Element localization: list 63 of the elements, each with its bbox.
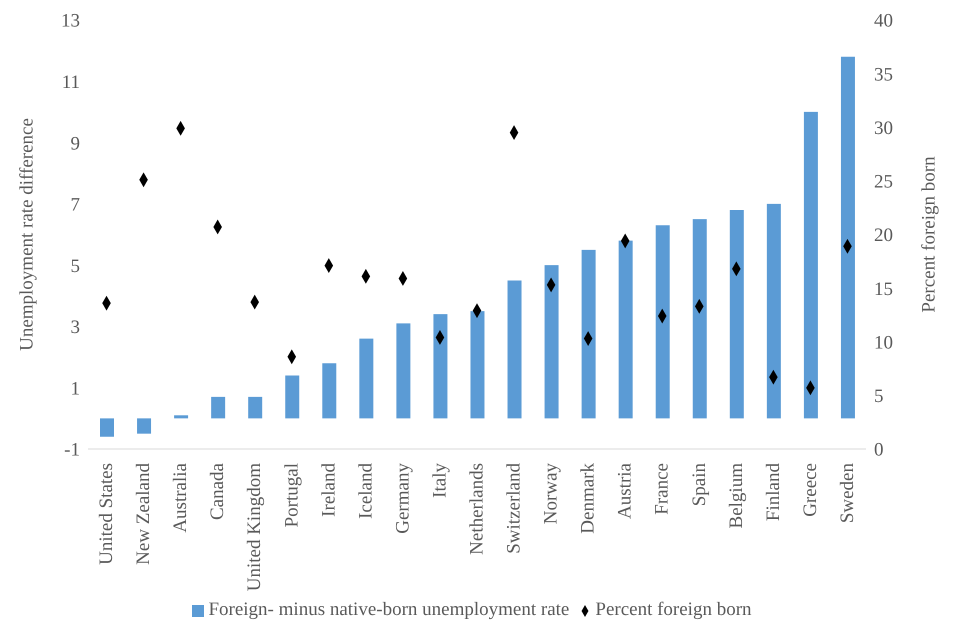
x-tick-label: United States <box>96 463 118 565</box>
bar <box>730 210 744 418</box>
x-tick-label: Germany <box>392 462 414 534</box>
y2-tick-label: 10 <box>874 332 893 354</box>
y2-tick-label: 35 <box>874 64 893 86</box>
x-tick-label: Spain <box>688 462 710 506</box>
x-tick-label: Greece <box>800 463 821 517</box>
bar <box>137 418 152 434</box>
x-tick-label: Finland <box>762 462 784 522</box>
bar <box>508 280 522 418</box>
x-tick-label: Iceland <box>355 462 376 519</box>
x-tick-label: Italy <box>429 462 450 498</box>
bar <box>544 265 559 418</box>
y-axis-title: Unemployment rate difference <box>16 118 38 351</box>
bar <box>322 363 336 418</box>
y-tick-label: 1 <box>70 378 80 400</box>
x-tick-label: Canada <box>207 462 228 520</box>
x-tick-label: Portugal <box>281 463 302 528</box>
y-tick-label: 9 <box>70 133 80 154</box>
x-tick-label: Netherlands <box>466 463 488 555</box>
x-tick-label: Sweden <box>836 462 858 524</box>
y-tick-label: 13 <box>61 10 80 32</box>
y2-tick-label: 5 <box>874 386 884 408</box>
bar <box>396 323 410 418</box>
bar <box>766 204 781 418</box>
legend-label: Percent foreign born <box>595 599 752 620</box>
x-tick-label: Ireland <box>318 462 340 517</box>
bar <box>211 396 226 418</box>
x-tick-label: France <box>652 463 673 515</box>
bar <box>582 250 596 418</box>
bar <box>100 418 114 437</box>
y2-tick-label: 40 <box>874 10 893 32</box>
bar <box>248 396 262 418</box>
bar <box>618 240 633 418</box>
x-tick-label: Austria <box>614 462 636 519</box>
x-tick-label: Australia <box>170 462 192 533</box>
bar <box>692 219 707 418</box>
y2-tick-label: 20 <box>874 225 893 246</box>
y2-tick-label: 15 <box>874 278 893 300</box>
x-tick-label: United Kingdom <box>244 462 266 592</box>
x-tick-label: Belgium <box>726 462 747 528</box>
x-tick-label: Denmark <box>578 462 599 534</box>
y-tick-label: 3 <box>70 317 80 338</box>
y-tick-label: 7 <box>70 194 80 216</box>
bar <box>470 311 484 418</box>
y2-tick-label: 0 <box>874 440 884 461</box>
bar <box>840 56 855 418</box>
bar <box>174 415 188 418</box>
bar <box>359 338 374 418</box>
bar <box>285 375 300 418</box>
y2-tick-label: 25 <box>874 172 893 193</box>
bar <box>656 225 670 418</box>
y2-tick-label: 30 <box>874 118 893 139</box>
y-tick-label: 5 <box>70 256 80 277</box>
x-tick-label: Norway <box>540 462 562 524</box>
legend-label: Foreign- minus native-born unemployment rate <box>208 599 570 620</box>
x-tick-label: New Zealand <box>133 462 154 565</box>
bar <box>804 112 818 418</box>
y2-axis-title: Percent foreign born <box>918 156 940 313</box>
x-tick-label: Switzerland <box>504 462 525 554</box>
y-tick-label: 11 <box>62 72 80 94</box>
y-tick-label: -1 <box>64 440 80 461</box>
bar <box>433 314 448 418</box>
